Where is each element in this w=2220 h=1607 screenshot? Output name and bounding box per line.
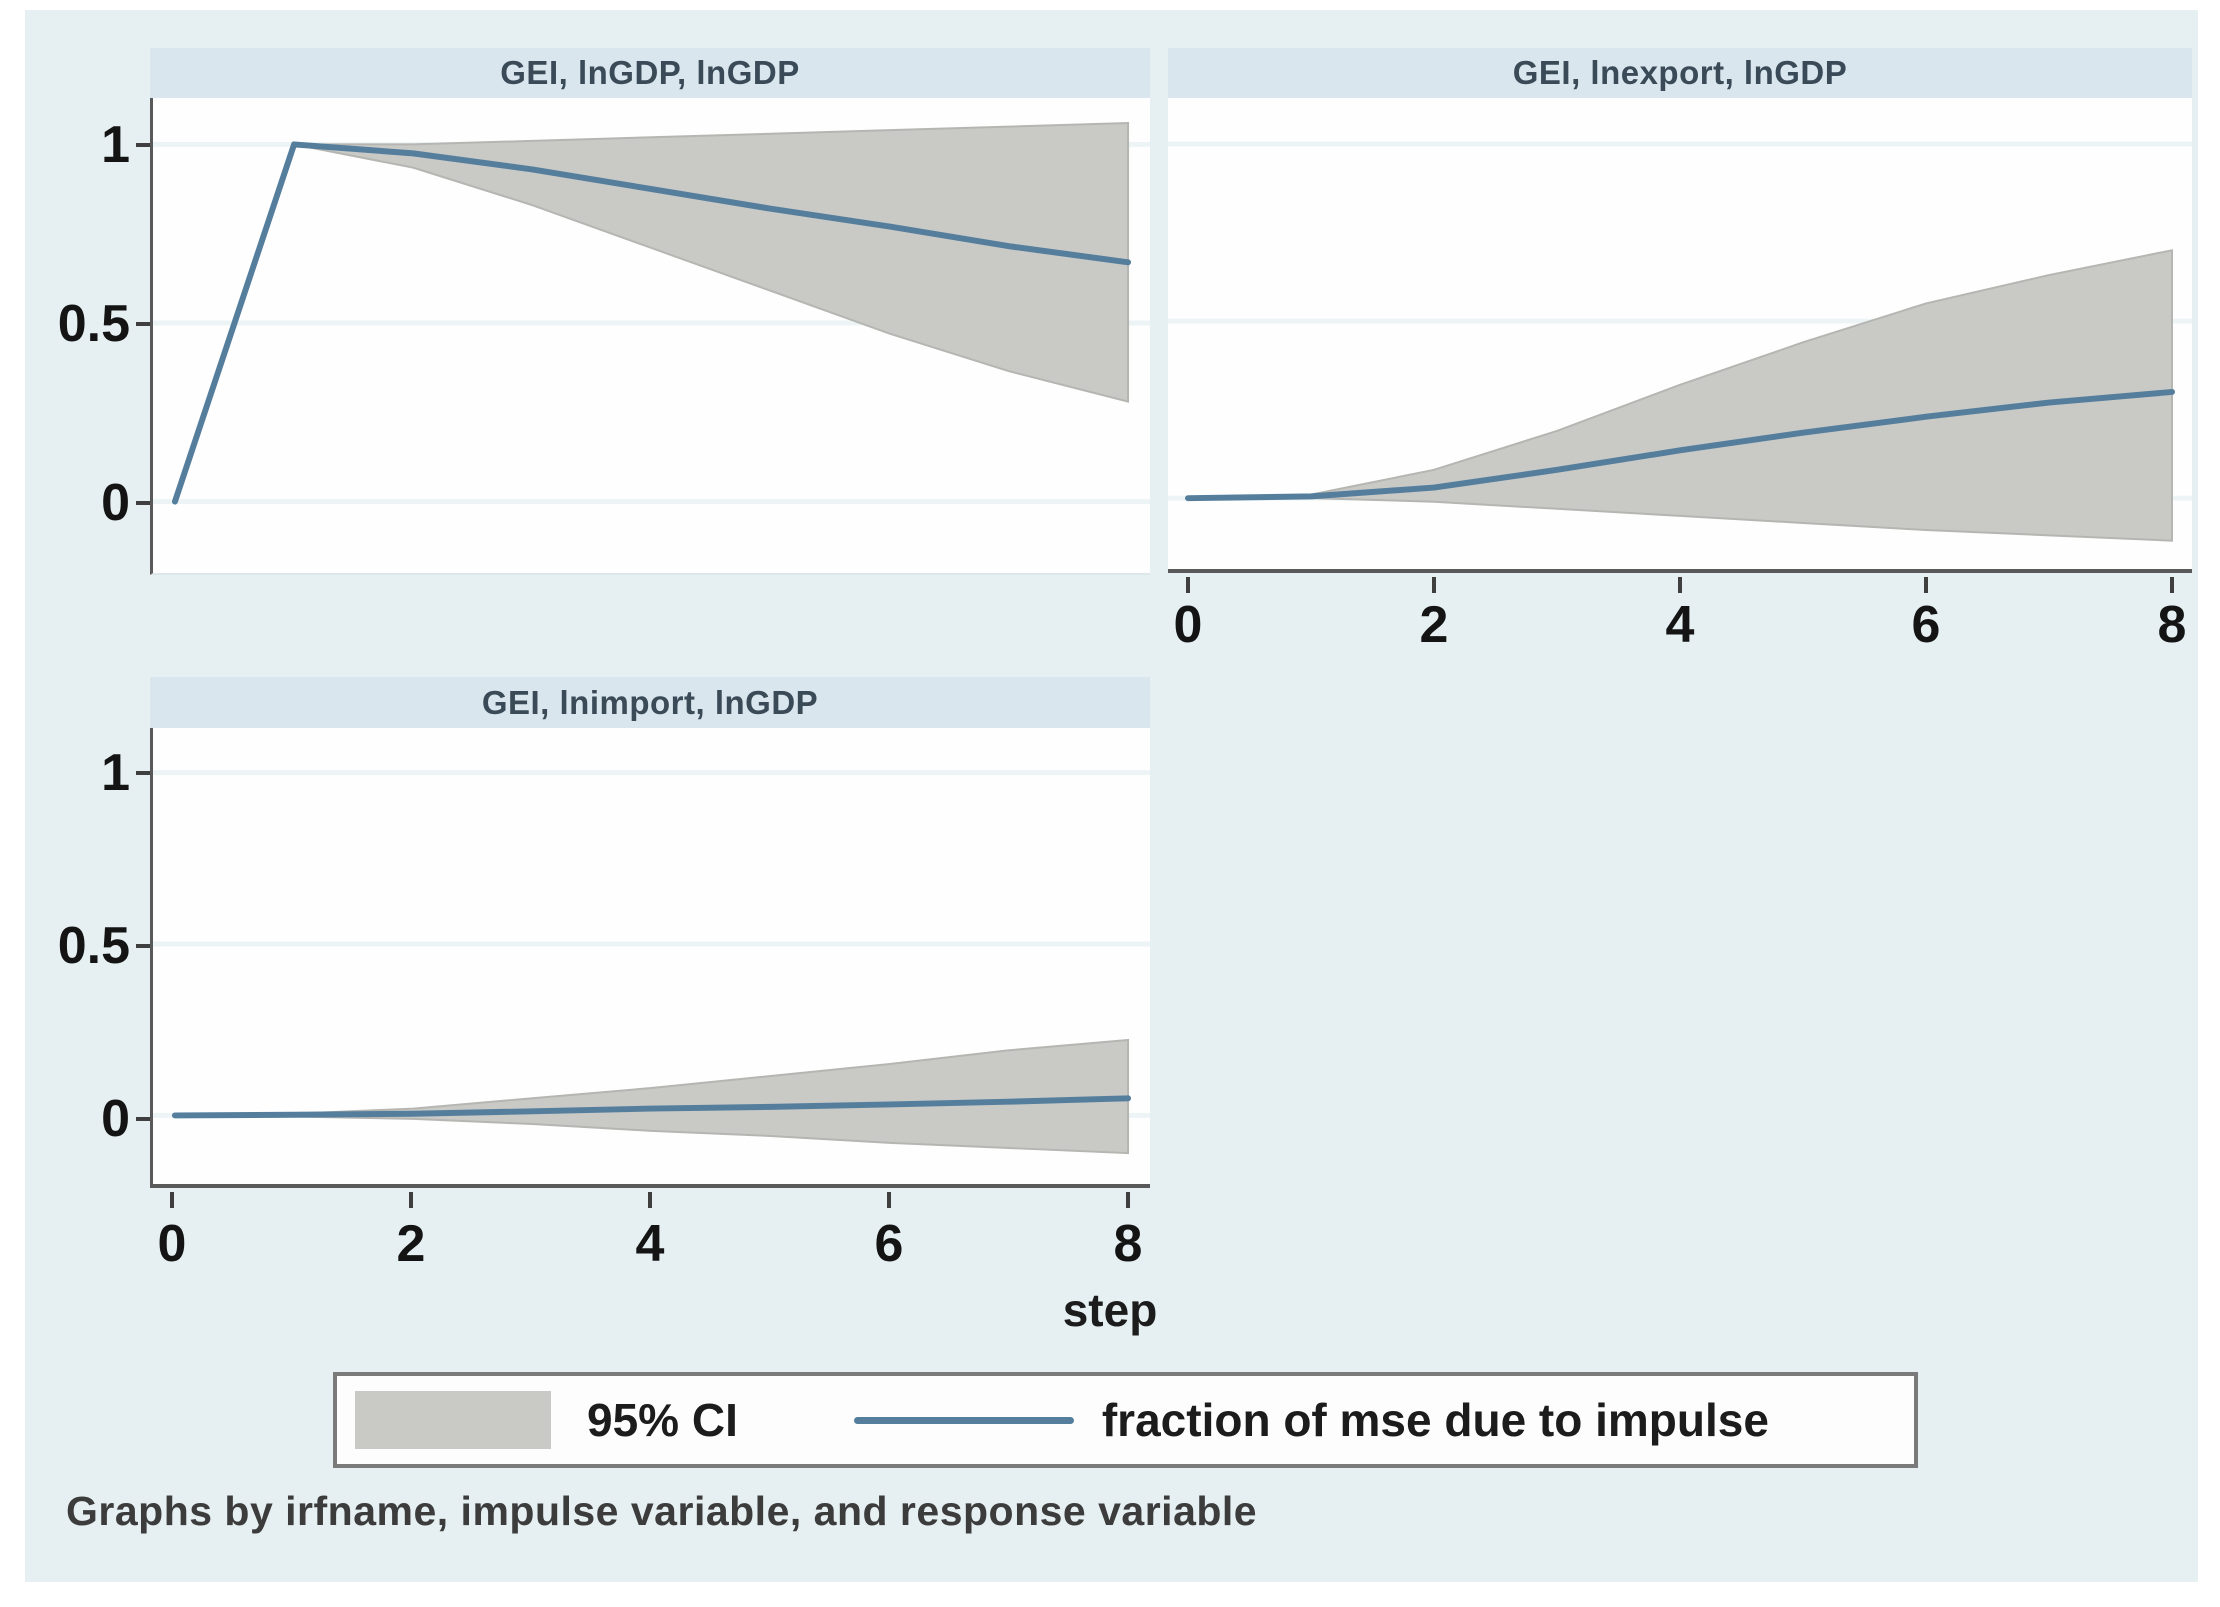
y-tick-label-05: 0.5	[57, 295, 130, 353]
y-axis-tick	[136, 322, 150, 326]
graph-by-caption: Graphs by irfname, impulse variable, and…	[66, 1488, 1258, 1534]
x-tick-label-4: 4	[1665, 596, 1695, 654]
fevd-chart-lngdp	[153, 121, 1150, 505]
x-axis-title: step	[1062, 1284, 1158, 1336]
y-tick-label-0: 0	[101, 1090, 130, 1148]
legend-ci-label: 95% CI	[587, 1394, 738, 1446]
y-tick-label-1: 1	[101, 116, 130, 174]
y-axis-tick	[136, 1117, 150, 1121]
plot-area-gei-lnimport-lngdp	[150, 728, 1150, 1188]
x-axis-tick	[1924, 577, 1928, 593]
fevd-chart-lnimport	[153, 770, 1150, 1155]
ci-band-swatch	[355, 1391, 551, 1449]
legend-box: 95% CI fraction of mse due to impulse	[333, 1372, 1918, 1468]
ci-band	[174, 1038, 1130, 1155]
y-axis-tick	[136, 771, 150, 775]
fevd-chart-lnexport	[1168, 141, 2192, 542]
x-axis-tick	[409, 1192, 413, 1208]
ci-band	[1187, 249, 2173, 542]
x-tick-label-6: 6	[874, 1215, 904, 1273]
x-tick-label-4: 4	[635, 1215, 665, 1273]
panel-title-gei-lnimport-lngdp: GEI, lnimport, lnGDP	[150, 677, 1150, 728]
y-axis-tick	[136, 143, 150, 147]
plot-area-gei-lnexport-lngdp	[1168, 98, 2192, 573]
plot-area-gei-lngdp-lngdp	[150, 98, 1150, 575]
y-tick-label-1: 1	[101, 744, 130, 802]
y-axis-tick	[136, 944, 150, 948]
panel-title-text: GEI, lnexport, lnGDP	[1512, 54, 1848, 91]
x-axis-tick	[1126, 1192, 1130, 1208]
fraction-mse-line	[171, 1095, 1132, 1119]
fraction-mse-line	[171, 141, 1132, 505]
x-tick-label-8: 8	[1113, 1215, 1143, 1273]
x-axis-tick	[887, 1192, 891, 1208]
y-axis-tick	[136, 501, 150, 505]
x-tick-label-6: 6	[1911, 596, 1941, 654]
y-tick-label-0: 0	[101, 474, 130, 532]
y-tick-label-05: 0.5	[57, 917, 130, 975]
x-tick-label-0: 0	[157, 1215, 187, 1273]
panel-title-gei-lngdp-lngdp: GEI, lnGDP, lnGDP	[150, 48, 1150, 98]
panel-title-gei-lnexport-lngdp: GEI, lnexport, lnGDP	[1168, 48, 2192, 98]
x-tick-label-2: 2	[396, 1215, 426, 1273]
x-axis-tick	[1186, 577, 1190, 593]
x-tick-label-8: 8	[2157, 596, 2187, 654]
x-axis-tick	[1678, 577, 1682, 593]
panel-title-text: GEI, lnGDP, lnGDP	[500, 54, 800, 91]
x-axis-tick	[648, 1192, 652, 1208]
panel-title-text: GEI, lnimport, lnGDP	[481, 683, 819, 721]
x-axis-tick	[170, 1192, 174, 1208]
x-tick-label-2: 2	[1419, 596, 1449, 654]
x-axis-tick	[1432, 577, 1436, 593]
fraction-mse-line	[1185, 388, 2175, 502]
line-sample	[853, 1416, 1074, 1424]
legend-line-label: fraction of mse due to impulse	[1101, 1394, 1769, 1446]
ci-band	[173, 121, 1130, 502]
x-tick-label-0: 0	[1173, 596, 1203, 654]
x-axis-tick	[2170, 577, 2174, 593]
